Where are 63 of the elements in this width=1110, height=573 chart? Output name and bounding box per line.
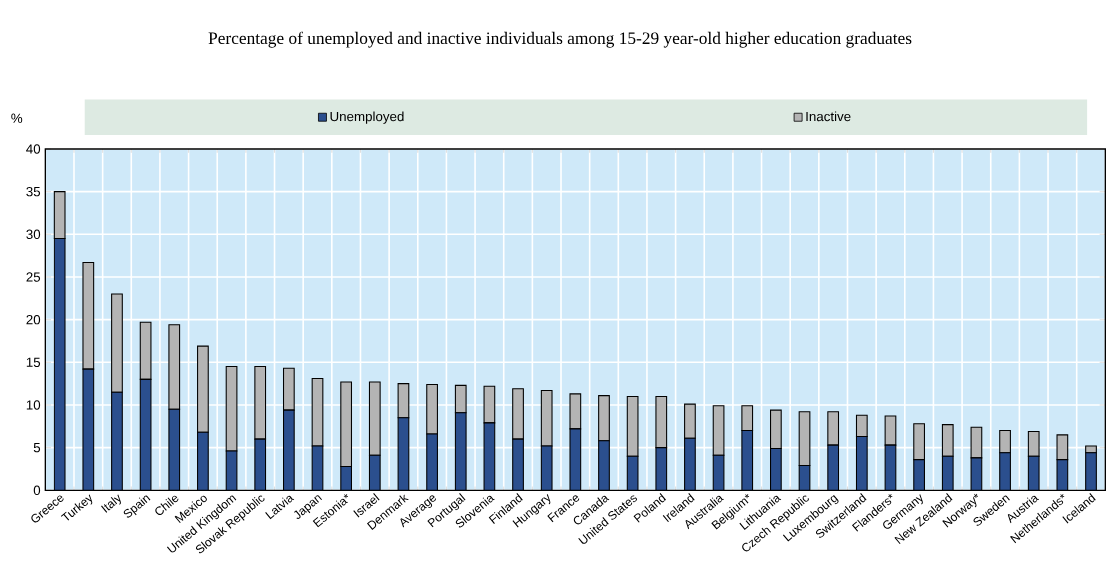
bar xyxy=(941,424,954,457)
y-tick-label: 35 xyxy=(26,186,41,197)
bar xyxy=(340,465,353,491)
bar xyxy=(827,444,840,491)
bar xyxy=(855,436,868,491)
bar xyxy=(197,431,209,491)
y-tick-label: 5 xyxy=(33,443,41,453)
bar xyxy=(426,383,438,435)
bar xyxy=(111,391,123,491)
y-tick-label: 15 xyxy=(26,357,41,367)
bar xyxy=(598,395,610,442)
y-tick-label: 20 xyxy=(26,314,41,325)
legend-label: Inactive xyxy=(806,111,851,122)
bar xyxy=(712,405,725,456)
bar xyxy=(913,423,925,461)
bar xyxy=(626,395,639,457)
bar xyxy=(282,409,295,491)
bar xyxy=(1056,434,1069,461)
bar xyxy=(512,388,524,440)
y-tick-label: 0 xyxy=(33,485,41,496)
x-tick-label: Italy xyxy=(101,494,121,513)
bar xyxy=(397,383,410,419)
legend-label: Unemployed xyxy=(330,111,404,124)
bar xyxy=(684,403,696,439)
bar xyxy=(512,438,524,491)
bar xyxy=(827,411,840,446)
bar xyxy=(1027,430,1040,457)
y-axis-title: % xyxy=(11,113,23,123)
bar xyxy=(282,367,295,411)
bar xyxy=(798,411,811,467)
bar xyxy=(684,437,696,491)
bar xyxy=(970,426,983,459)
bar xyxy=(598,440,610,491)
bar xyxy=(368,381,381,456)
y-tick-label: 30 xyxy=(26,229,41,240)
bar xyxy=(426,433,438,491)
bar xyxy=(884,415,897,446)
bar xyxy=(111,293,123,393)
y-tick-label: 25 xyxy=(26,272,41,282)
bar xyxy=(82,261,95,370)
bar xyxy=(913,459,925,491)
bar xyxy=(311,377,324,447)
bar xyxy=(1085,452,1097,491)
bar xyxy=(770,447,782,491)
bar xyxy=(770,409,782,450)
bar xyxy=(225,366,238,452)
bar xyxy=(340,381,353,467)
y-tick-label: 40 xyxy=(26,144,41,154)
y-tick-label: 10 xyxy=(26,400,41,410)
bar xyxy=(254,366,267,440)
bar xyxy=(999,452,1011,491)
bar xyxy=(540,389,553,447)
bar xyxy=(168,324,181,410)
chart-title: Percentage of unemployed and inactive individuals among 15-29 year-old higher education graduates xyxy=(208,31,912,48)
bar xyxy=(999,430,1011,454)
bar xyxy=(741,405,754,432)
bar xyxy=(483,385,496,424)
bar xyxy=(454,384,467,414)
bar xyxy=(855,414,868,438)
bar xyxy=(569,393,582,430)
bar xyxy=(655,395,668,449)
bar xyxy=(139,321,152,380)
bar xyxy=(197,345,209,433)
